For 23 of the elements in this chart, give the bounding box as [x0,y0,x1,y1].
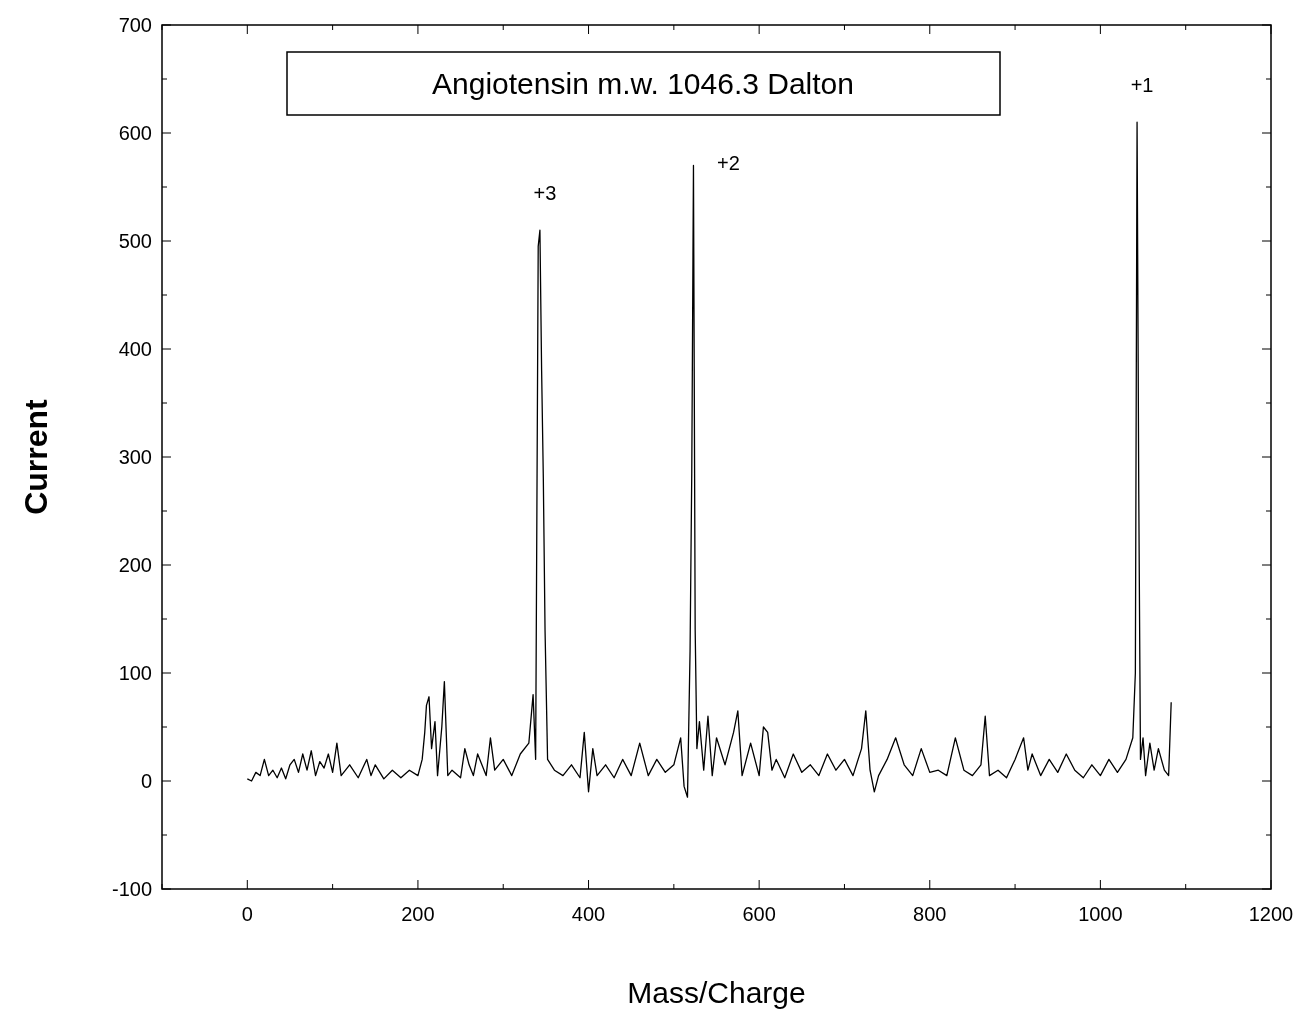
y-tick-label: 300 [118,446,152,468]
title-frame: Angiotensin m.w. 1046.3 Dalton [286,51,1001,116]
annotation: +2 [717,152,740,175]
y-axis-title: Current [18,398,54,515]
y-tick-label: 200 [118,554,152,576]
y-tick-label: 600 [118,122,152,144]
y-tick-label: 500 [118,230,152,252]
line-series [246,121,1172,798]
y-tick-label: -100 [111,878,152,900]
x-axis-title: Mass/Charge [627,976,806,1009]
y-tick-label: 700 [118,14,152,36]
x-tick-label: 400 [571,903,606,925]
x-tick-label: 800 [913,903,947,925]
y-tick-label: 400 [118,338,152,360]
x-tick-label: 1200 [1248,903,1294,925]
y-tick-label: 0 [140,770,152,792]
annotation: +1 [1130,74,1154,97]
x-tick-label: 1000 [1078,903,1123,925]
y-tick-label: 100 [118,662,152,684]
x-tick-label: 200 [401,903,435,925]
x-tick-label: 0 [241,903,253,925]
x-tick-label: 600 [742,903,776,925]
annotation: +3 [533,182,557,205]
